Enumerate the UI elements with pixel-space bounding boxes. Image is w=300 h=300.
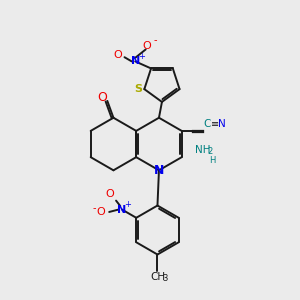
- Text: N: N: [130, 56, 140, 66]
- Text: O: O: [113, 50, 122, 60]
- Text: +: +: [138, 52, 145, 61]
- Text: O: O: [143, 41, 152, 52]
- Text: -: -: [154, 35, 157, 46]
- Text: S: S: [134, 83, 142, 94]
- Text: C: C: [203, 119, 211, 129]
- Text: O: O: [97, 207, 106, 217]
- Text: H: H: [210, 156, 216, 165]
- Text: 3: 3: [162, 274, 167, 283]
- Text: N: N: [218, 119, 226, 129]
- Text: O: O: [97, 92, 107, 104]
- Text: N: N: [154, 164, 164, 177]
- Text: ≡: ≡: [211, 119, 219, 129]
- Text: +: +: [124, 200, 131, 209]
- Text: CH: CH: [151, 272, 166, 282]
- Text: NH: NH: [196, 145, 211, 155]
- Text: N: N: [117, 205, 127, 214]
- Text: 2: 2: [207, 147, 212, 156]
- Text: -: -: [92, 203, 96, 213]
- Text: O: O: [105, 189, 114, 199]
